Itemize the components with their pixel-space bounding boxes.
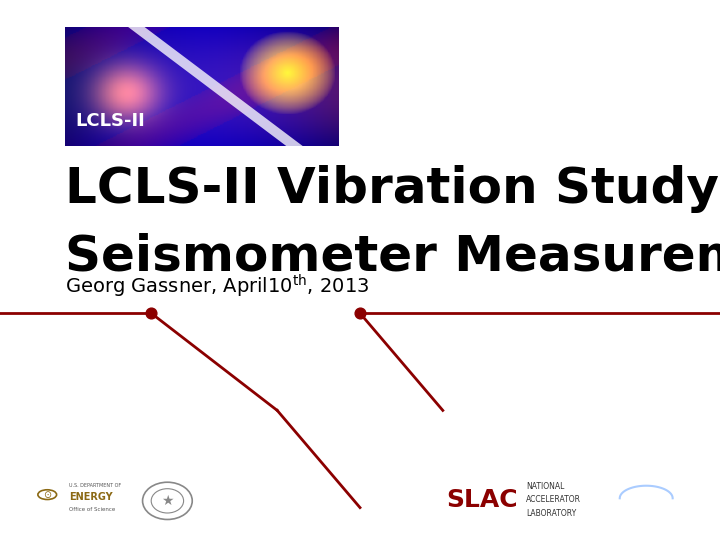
- Text: ENERGY: ENERGY: [68, 492, 112, 502]
- Text: Georg Gassner, April10$^{\mathrm{th}}$, 2013: Georg Gassner, April10$^{\mathrm{th}}$, …: [65, 273, 369, 300]
- Text: ACCELERATOR: ACCELERATOR: [526, 495, 581, 504]
- Text: U.S. DEPARTMENT OF: U.S. DEPARTMENT OF: [68, 483, 121, 488]
- Text: Office of Science: Office of Science: [68, 507, 115, 512]
- Polygon shape: [125, 25, 305, 148]
- Text: ★: ★: [161, 494, 174, 508]
- Text: LABORATORY: LABORATORY: [526, 509, 576, 518]
- Text: LCLS-II Vibration Study – RSY,: LCLS-II Vibration Study – RSY,: [65, 165, 720, 213]
- Text: NATIONAL: NATIONAL: [526, 482, 564, 491]
- Point: [145, 309, 157, 318]
- Text: SLAC: SLAC: [446, 488, 518, 512]
- Text: LCLS-II: LCLS-II: [76, 112, 145, 130]
- Text: Seismometer Measurements: Seismometer Measurements: [65, 232, 720, 280]
- Text: ⊙: ⊙: [43, 490, 51, 500]
- Point: [354, 309, 366, 318]
- Text: BERKELEY LAB: BERKELEY LAB: [624, 510, 669, 515]
